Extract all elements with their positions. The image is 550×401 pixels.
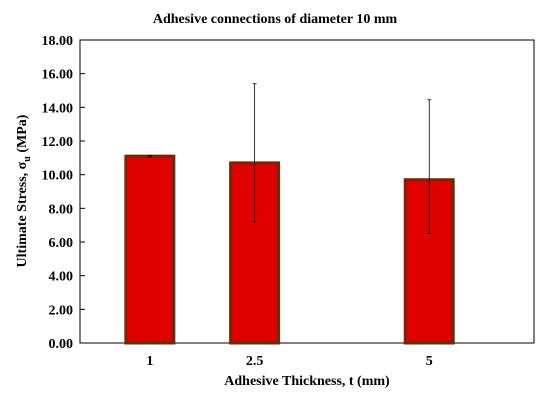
y-tick-label: 16.00 [42, 68, 74, 83]
chart-title: Adhesive connections of diameter 10 mm [153, 12, 398, 27]
y-tick-label: 8.00 [49, 202, 74, 217]
bar [124, 154, 176, 345]
y-tick-label: 6.00 [49, 236, 74, 251]
y-tick-label: 10.00 [42, 169, 74, 184]
y-tick-label: 18.00 [42, 34, 74, 49]
y-tick-label: 4.00 [49, 270, 74, 285]
y-tick-label: 0.00 [49, 337, 74, 352]
x-tick-label: 1 [146, 354, 153, 369]
y-axis-title-main: Ultimate Stress, σ [15, 161, 30, 267]
y-tick-label: 2.00 [49, 303, 74, 318]
x-tick-label: 5 [426, 354, 433, 369]
y-axis-title-unit: (MPa) [15, 114, 30, 156]
error-bars [147, 83, 432, 234]
bars [124, 154, 455, 345]
y-axis-title-subscript: u [22, 156, 33, 162]
x-axis-title: Adhesive Thickness, t (mm) [224, 374, 390, 389]
plot-frame [79, 39, 535, 344]
y-axis-ticks: 0.00 2.00 4.00 6.00 8.00 10.00 12.00 14.00 16.00… [42, 34, 85, 352]
x-axis-ticks: 1 2.5 5 [146, 354, 432, 369]
x-tick-label: 2.5 [246, 354, 264, 369]
y-tick-label: 12.00 [42, 135, 74, 150]
y-tick-label: 14.00 [42, 101, 74, 116]
y-axis-title: Ultimate Stress, σu (MPa) [15, 114, 33, 267]
